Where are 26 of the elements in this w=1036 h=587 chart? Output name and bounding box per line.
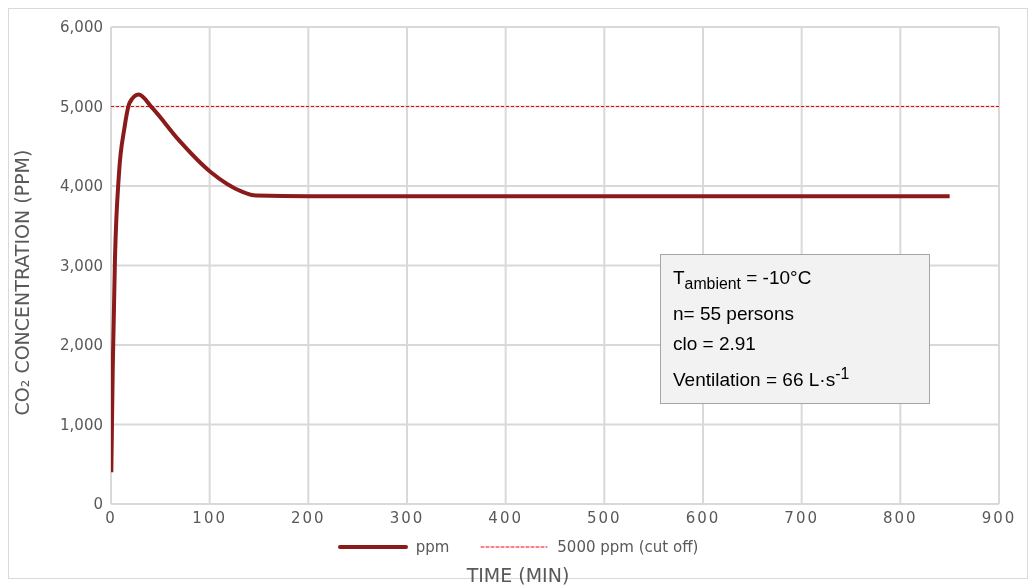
y-axis-title: CO₂ CONCENTRATION (PPM)	[10, 149, 33, 416]
y-tick-label: 0	[93, 495, 103, 514]
x-tick-label: 100	[192, 508, 227, 527]
y-tick-label: 4,000	[60, 177, 103, 196]
annotation: Ventilation = 66 L·s$^{-1}$	[673, 363, 851, 393]
x-tick-label: 400	[488, 508, 523, 527]
annotation: n= 55 persons	[673, 301, 795, 326]
legend-label: 5000 ppm (cut off)	[557, 538, 699, 556]
y-tick-label: 1,000	[60, 415, 103, 434]
line-series	[111, 92, 952, 475]
x-tick-label: 300	[389, 508, 425, 527]
x-tick-label: 900	[981, 508, 1017, 527]
annotation: T$_{ambient}$ = -10°C	[673, 266, 813, 294]
x-tick-label: 200	[291, 508, 326, 527]
x-axis-title: TIME (MIN)	[465, 564, 571, 586]
x-tick-label: 800	[883, 508, 918, 527]
x-tick-label: 0	[105, 508, 117, 527]
y-tick-label: 2,000	[60, 336, 103, 355]
y-tick-label: 3,000	[60, 256, 103, 275]
y-tick-label: 6,000	[60, 18, 103, 37]
x-tick-label: 700	[784, 508, 819, 527]
annotation: clo = 2.91	[673, 331, 757, 356]
legend-label: ppm	[415, 538, 450, 556]
y-tick-label: 5,000	[60, 97, 103, 116]
x-tick-label: 500	[587, 508, 622, 527]
x-tick-label: 600	[685, 508, 721, 527]
